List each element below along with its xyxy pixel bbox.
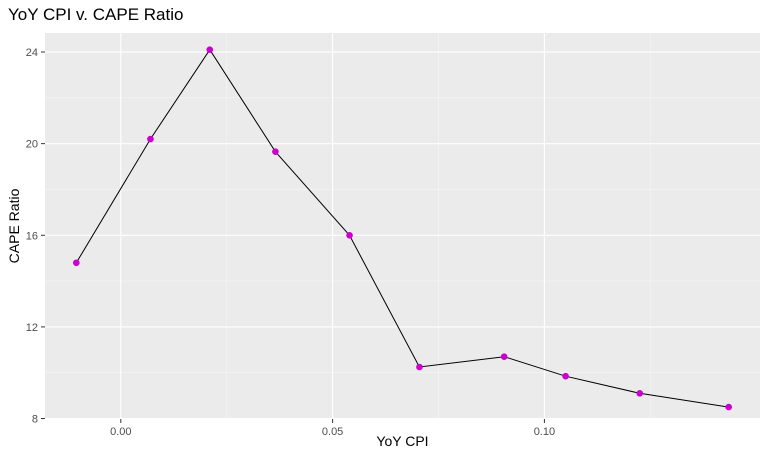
data-point <box>725 403 732 411</box>
y-tick-label: 12 <box>26 322 38 334</box>
x-tick-label: 0.10 <box>534 426 555 438</box>
data-point <box>500 353 508 360</box>
data-series <box>73 46 732 411</box>
axes: 0.00 0.05 0.10 8 12 16 20 24 <box>26 47 555 438</box>
data-point <box>346 231 353 239</box>
minor-gridlines <box>45 33 760 419</box>
data-point <box>147 135 154 143</box>
y-tick-label: 24 <box>26 47 38 59</box>
data-point <box>73 259 80 267</box>
data-point <box>272 148 279 155</box>
x-axis-title: YoY CPI <box>376 433 428 449</box>
y-tick-label: 20 <box>26 139 38 151</box>
data-point <box>636 390 644 397</box>
chart-title: YoY CPI v. CAPE Ratio <box>8 5 184 24</box>
data-point <box>416 363 423 371</box>
y-tick-label: 8 <box>32 414 38 426</box>
series-line <box>75 48 729 408</box>
x-tick-label: 0.00 <box>110 426 131 438</box>
data-point <box>206 46 214 54</box>
data-point <box>562 372 569 380</box>
y-tick-label: 16 <box>26 230 38 242</box>
y-axis-title: CAPE Ratio <box>6 188 22 263</box>
x-tick-label: 0.05 <box>322 426 343 438</box>
major-gridlines <box>45 33 760 420</box>
plot-panel <box>45 33 760 419</box>
